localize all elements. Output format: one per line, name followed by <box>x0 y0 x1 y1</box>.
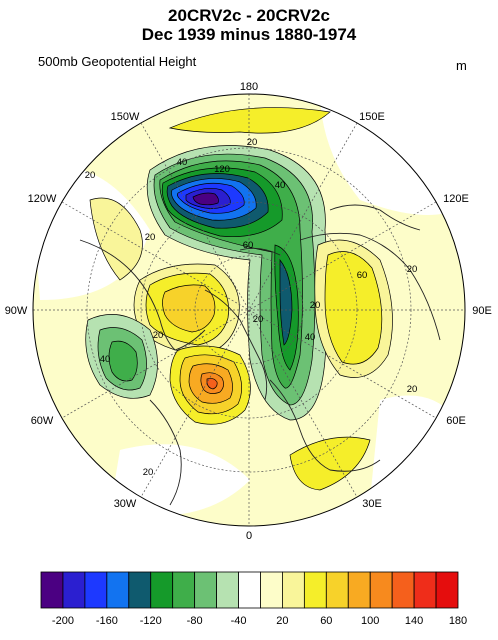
lon-label-150e: 150E <box>359 111 385 123</box>
colorbar-swatch <box>172 571 196 609</box>
colorbar-swatch <box>260 571 283 609</box>
strong-negative-anomaly <box>192 192 219 206</box>
positive-anomaly <box>168 107 331 134</box>
units-label: m <box>456 58 467 73</box>
subtitle: 500mb Geopotential Height <box>38 54 197 69</box>
contour-label: 20 <box>253 314 264 325</box>
positive-anomaly <box>289 436 371 491</box>
lon-label-30w: 30W <box>114 498 137 510</box>
contour-label: 40 <box>177 157 188 168</box>
lon-label-180: 180 <box>240 81 258 93</box>
positive-anomaly <box>162 284 216 333</box>
colorbar-swatch <box>150 571 174 609</box>
lon-label-60e: 60E <box>446 415 466 427</box>
contour-label: 40 <box>305 332 316 343</box>
contour-label: 20 <box>407 264 418 275</box>
negative-anomaly <box>279 259 293 346</box>
contour-label: 60 <box>357 270 368 281</box>
colorbar-swatch <box>303 571 327 609</box>
contour-label: 40 <box>275 180 286 191</box>
graticule <box>33 94 465 526</box>
colorbar-swatch <box>435 571 459 609</box>
positive-anomaly <box>324 251 383 365</box>
colorbar-tick-label: -40 <box>231 615 247 627</box>
colorbar-swatch <box>84 571 108 609</box>
lon-label-90w: 90W <box>5 305 28 317</box>
colorbar-swatch <box>413 571 437 609</box>
colorbar-swatch <box>325 571 349 609</box>
contour-label: 20 <box>145 232 156 243</box>
colorbar: -200 -160 -120 -80 -40 20 60 100 140 180 <box>40 571 467 627</box>
colorbar-tick-label: 100 <box>361 615 379 627</box>
colorbar-swatch <box>128 571 152 609</box>
lon-label-120w: 120W <box>28 193 57 205</box>
colorbar-swatch <box>391 571 415 609</box>
colorbar-tick-label: -80 <box>187 615 203 627</box>
lon-label-120e: 120E <box>443 193 469 205</box>
strong-positive-anomaly <box>206 378 218 390</box>
colorbar-swatch <box>40 571 64 609</box>
contour-label: 60 <box>243 240 254 251</box>
lon-label-30e: 30E <box>362 498 382 510</box>
contour-label: 20 <box>153 330 164 341</box>
colorbar-swatch <box>282 571 305 609</box>
colorbar-tick-label: -160 <box>96 615 118 627</box>
colorbar-swatch <box>369 571 393 609</box>
positive-anomaly <box>89 197 143 281</box>
colorbar-swatch <box>216 571 239 609</box>
neutral-region <box>370 395 465 505</box>
colorbar-tick-label: -120 <box>140 615 162 627</box>
map-outline <box>32 93 466 527</box>
title-line-1: 20CRV2c - 20CRV2c <box>168 6 330 25</box>
negative-anomaly <box>108 340 138 382</box>
contour-label: 20 <box>247 137 258 148</box>
colorbar-tick-label: 180 <box>449 615 467 627</box>
contour-label: 40 <box>100 354 111 365</box>
contour-label: 20 <box>85 170 96 181</box>
colorbar-swatch <box>238 571 261 609</box>
colorbar-swatch <box>62 571 86 609</box>
contour-label: 20 <box>310 300 321 311</box>
colorbar-swatch <box>194 571 217 609</box>
lon-label-60w: 60W <box>31 415 54 427</box>
lon-label-0: 0 <box>246 530 252 542</box>
lon-label-90e: 90E <box>472 305 492 317</box>
colorbar-tick-label: -200 <box>52 615 74 627</box>
colorbar-swatch <box>106 571 130 609</box>
colorbar-swatch <box>347 571 371 609</box>
contour-label: 20 <box>143 467 154 478</box>
title-line-2: Dec 1939 minus 1880-1974 <box>141 25 357 44</box>
coastlines <box>79 204 441 506</box>
contour-label: 20 <box>407 384 418 395</box>
colorbar-tick-label: 20 <box>276 615 288 627</box>
lon-label-150w: 150W <box>111 111 140 123</box>
contour-label: 120 <box>214 164 230 175</box>
contour-labels: 20 20 40 120 40 60 20 20 60 20 40 20 40 20 20 20 <box>85 137 418 478</box>
colorbar-tick-label: 60 <box>320 615 332 627</box>
colorbar-tick-label: 140 <box>405 615 423 627</box>
